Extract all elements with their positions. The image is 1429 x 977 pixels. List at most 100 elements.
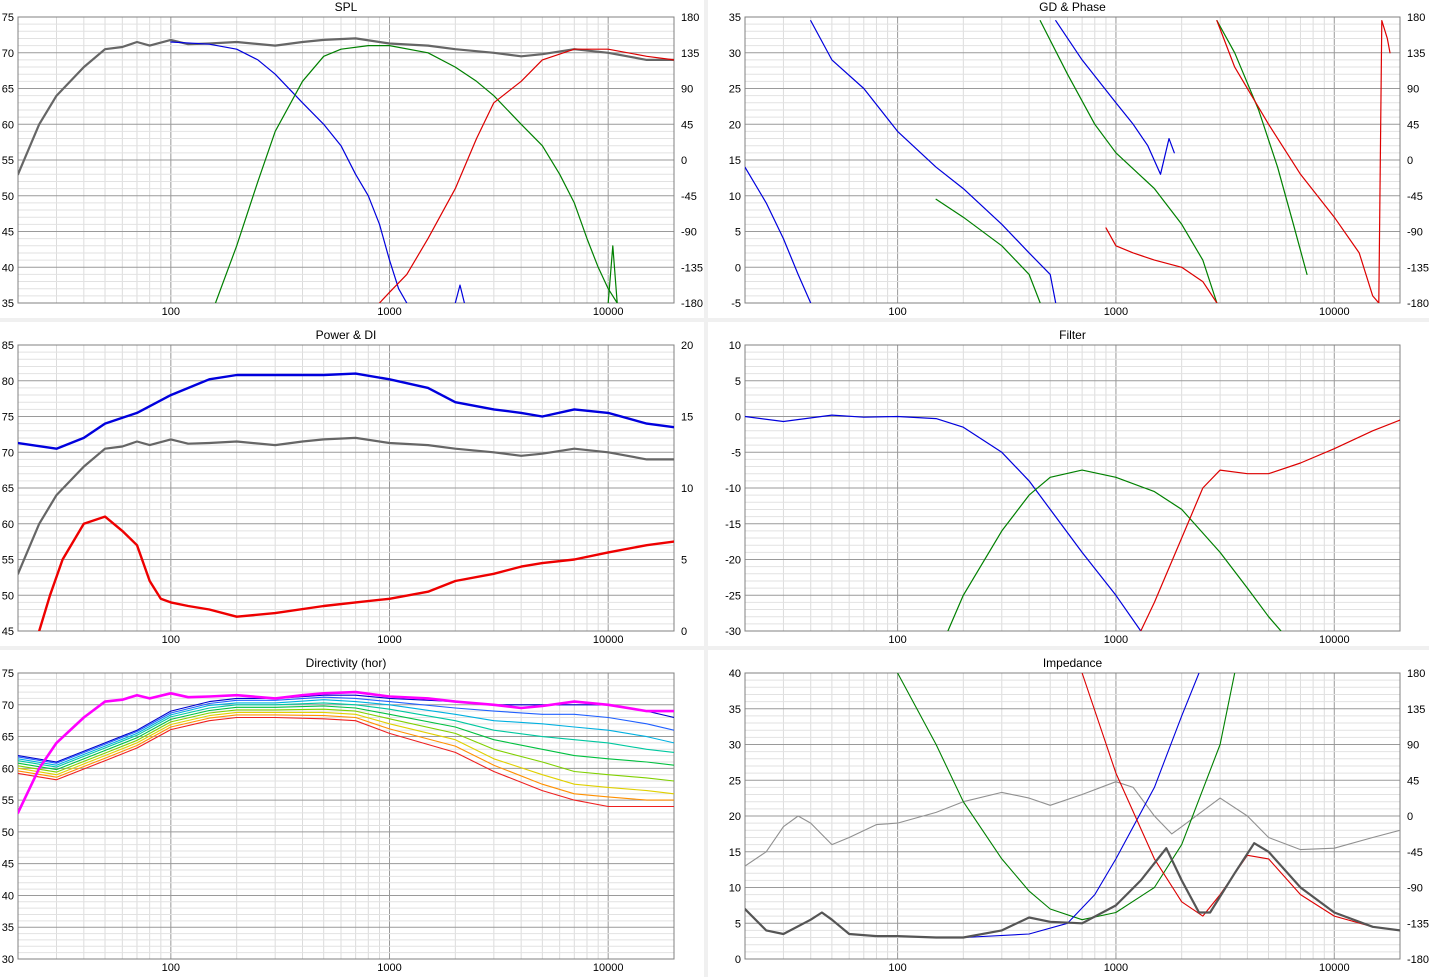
y2-tick-label: -135	[681, 262, 703, 274]
x-tick-label: 100	[888, 306, 906, 318]
y2-tick-label: 180	[1407, 12, 1425, 24]
y2-tick-label: -135	[1407, 918, 1429, 930]
y-tick-label: 20	[729, 119, 741, 131]
y-tick-label: 70	[2, 700, 14, 712]
y2-tick-label: 45	[1407, 119, 1419, 131]
y2-tick-label: 0	[681, 155, 687, 167]
series-line	[1216, 20, 1308, 275]
series-group	[18, 372, 674, 631]
series-group	[745, 414, 1400, 631]
y2-tick-label: 180	[1407, 668, 1425, 680]
y2-tick-label: 0	[1407, 811, 1413, 823]
y-tick-label: 0	[735, 954, 741, 966]
filter-chart: Filter -30 -25 -20 -15 -10 -5 0 5 10 100 1000 10000	[725, 328, 1401, 646]
y-tick-label: 65	[2, 483, 14, 495]
grid	[18, 16, 674, 304]
series-line	[454, 284, 465, 303]
chart-title: GD & Phase	[1039, 0, 1106, 14]
x-tick-label: 1000	[1104, 634, 1128, 646]
y-tick-label: 60	[2, 763, 14, 775]
series-line	[1039, 20, 1218, 303]
x-tick-label: 100	[888, 634, 906, 646]
y-tick-label: -5	[731, 298, 741, 310]
x-tick-label: 1000	[377, 306, 401, 318]
series-line	[1378, 20, 1391, 303]
impedance-chart: Impedance 0 5 10 15 20 25 30 35 40 -180 -135 -90 -45 0…	[729, 656, 1429, 974]
y-tick-label: 15	[729, 847, 741, 859]
column-divider	[704, 0, 708, 977]
x-tick-label: 1000	[377, 634, 401, 646]
series-line	[18, 694, 674, 763]
y2-tick-label: 135	[1407, 48, 1425, 60]
series-group	[18, 690, 674, 815]
series-group	[745, 673, 1400, 939]
y-tick-label: 15	[729, 155, 741, 167]
directivity-chart: Directivity (hor) 30 35 40 45 50 55 60 65 70 75 100…	[2, 656, 675, 974]
y2-tick-label: -135	[1407, 262, 1429, 274]
y-tick-label: -20	[725, 555, 741, 567]
y-tick-label: -5	[731, 447, 741, 459]
series-line	[962, 673, 1200, 939]
y-tick-label: 40	[729, 668, 741, 680]
spl-chart: SPL 35 40 45 50 55 60 65 70 75 -180 -135 -90 -45 0 45 90…	[2, 0, 703, 318]
y-tick-label: 45	[2, 859, 14, 871]
grid	[18, 344, 674, 632]
y-tick-label: 20	[729, 811, 741, 823]
y-tick-label: 10	[729, 340, 741, 352]
grid	[745, 16, 1400, 304]
y-tick-label: 5	[735, 227, 741, 239]
x-tick-label: 10000	[1319, 962, 1350, 974]
y-tick-label: 80	[2, 376, 14, 388]
series-line	[18, 702, 674, 768]
series-line	[745, 842, 1400, 939]
plot-frame	[17, 16, 675, 304]
plot-frame	[744, 16, 1401, 304]
series-line	[935, 198, 1041, 303]
series-line	[745, 781, 1400, 867]
y2-tick-label: 10	[681, 483, 693, 495]
chart-title: Impedance	[1043, 656, 1103, 670]
y-tick-label: 0	[735, 412, 741, 424]
series-line	[18, 690, 674, 815]
y-tick-label: -15	[725, 519, 741, 531]
x-tick-label: 100	[162, 962, 180, 974]
y-tick-label: 75	[2, 412, 14, 424]
plot-frame	[744, 672, 1401, 960]
x-tick-label: 1000	[1104, 306, 1128, 318]
y-tick-label: 85	[2, 340, 14, 352]
y2-tick-label: -180	[1407, 298, 1429, 310]
plot-frame	[744, 344, 1401, 632]
chart-title: Directivity (hor)	[306, 656, 387, 670]
plot-frame	[17, 344, 675, 632]
y2-tick-label: 20	[681, 340, 693, 352]
series-line	[378, 48, 674, 303]
series-line	[18, 711, 674, 795]
series-line	[745, 166, 812, 303]
series-line	[214, 44, 618, 303]
y2-tick-label: 90	[681, 84, 693, 96]
y-tick-label: 5	[735, 376, 741, 388]
series-line	[18, 705, 674, 771]
y2-tick-label: -45	[681, 191, 697, 203]
y-tick-label: 75	[2, 668, 14, 680]
x-tick-label: 100	[162, 306, 180, 318]
y2-tick-label: -90	[1407, 883, 1423, 895]
y-tick-label: 55	[2, 555, 14, 567]
y-tick-label: 45	[2, 227, 14, 239]
y-tick-label: 40	[2, 262, 14, 274]
y-tick-label: 10	[729, 883, 741, 895]
series-line	[897, 673, 1236, 921]
x-tick-label: 10000	[593, 634, 624, 646]
series-line	[607, 245, 618, 303]
y-tick-label: 25	[729, 775, 741, 787]
y-tick-label: 30	[2, 954, 14, 966]
series-line	[745, 414, 1142, 631]
series-line	[1105, 227, 1218, 303]
y2-tick-label: 180	[681, 12, 699, 24]
y-tick-label: 35	[729, 704, 741, 716]
y-tick-label: 50	[2, 590, 14, 602]
y-tick-label: 0	[735, 262, 741, 274]
y2-tick-label: -180	[1407, 954, 1429, 966]
x-tick-label: 10000	[593, 306, 624, 318]
